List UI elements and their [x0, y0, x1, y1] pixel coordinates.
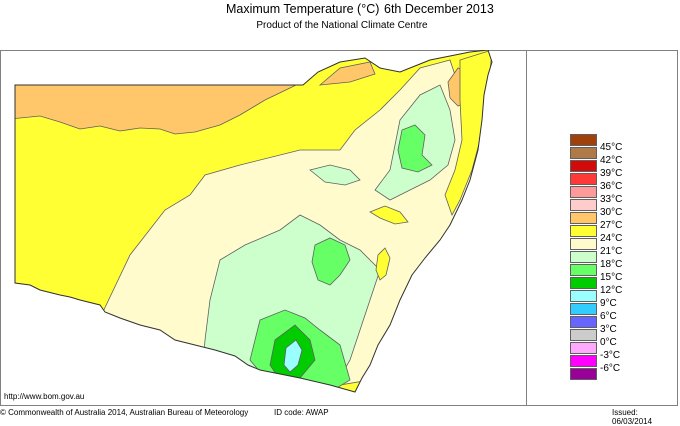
legend-swatch — [570, 134, 597, 146]
bom-url-link[interactable]: http://www.bom.gov.au — [4, 392, 85, 401]
legend-label: 30°C — [600, 207, 623, 218]
legend-label: 45°C — [600, 142, 623, 153]
copyright-text: © Commonwealth of Australia 2014, Austra… — [0, 408, 249, 417]
map-frame — [0, 50, 678, 406]
legend-swatch — [570, 251, 597, 263]
legend-label: 24°C — [600, 233, 623, 244]
subtitle-text: Product of the National Climate Centre — [256, 20, 428, 31]
legend-label: -3°C — [600, 350, 621, 361]
legend-label: -6°C — [600, 363, 621, 374]
legend-swatch — [570, 368, 597, 380]
legend-swatch — [570, 199, 597, 211]
subtitle: Product of the National Climate Centre — [0, 20, 680, 31]
legend-swatch — [570, 173, 597, 185]
nsw-temperature-map — [14, 50, 493, 393]
title-variable: Maximum Temperature (°C) — [226, 2, 380, 16]
legend-label: 18°C — [600, 259, 623, 270]
legend-swatch — [570, 277, 597, 289]
map-title: Maximum Temperature (°C) 6th December 20… — [0, 0, 680, 20]
legend-label: 15°C — [600, 272, 623, 283]
legend-swatch — [570, 212, 597, 224]
legend-label: 33°C — [600, 194, 623, 205]
legend-swatch — [570, 160, 597, 172]
legend-swatch — [570, 342, 597, 354]
legend-swatch — [570, 186, 597, 198]
legend-swatch — [570, 147, 597, 159]
legend-swatch — [570, 303, 597, 315]
legend-label: 12°C — [600, 285, 623, 296]
legend-label: 6°C — [600, 311, 617, 322]
legend-swatch — [570, 355, 597, 367]
legend-swatch — [570, 238, 597, 250]
legend-swatch — [570, 329, 597, 341]
issued-date: Issued: 06/03/2014 — [612, 408, 653, 426]
legend-label: 21°C — [600, 246, 623, 257]
legend-label: 42°C — [600, 155, 623, 166]
legend-label: 9°C — [600, 298, 617, 309]
legend-label: 39°C — [600, 168, 623, 179]
legend-swatch — [570, 264, 597, 276]
legend-label: 27°C — [600, 220, 623, 231]
id-code: ID code: AWAP — [274, 408, 329, 417]
legend-label: 36°C — [600, 181, 623, 192]
legend-label: 3°C — [600, 324, 617, 335]
title-date: 6th December 2013 — [384, 2, 494, 16]
legend-label: 0°C — [600, 337, 617, 348]
legend-swatch — [570, 290, 597, 302]
legend-swatch — [570, 316, 597, 328]
legend-divider — [526, 50, 527, 406]
legend-swatch — [570, 225, 597, 237]
